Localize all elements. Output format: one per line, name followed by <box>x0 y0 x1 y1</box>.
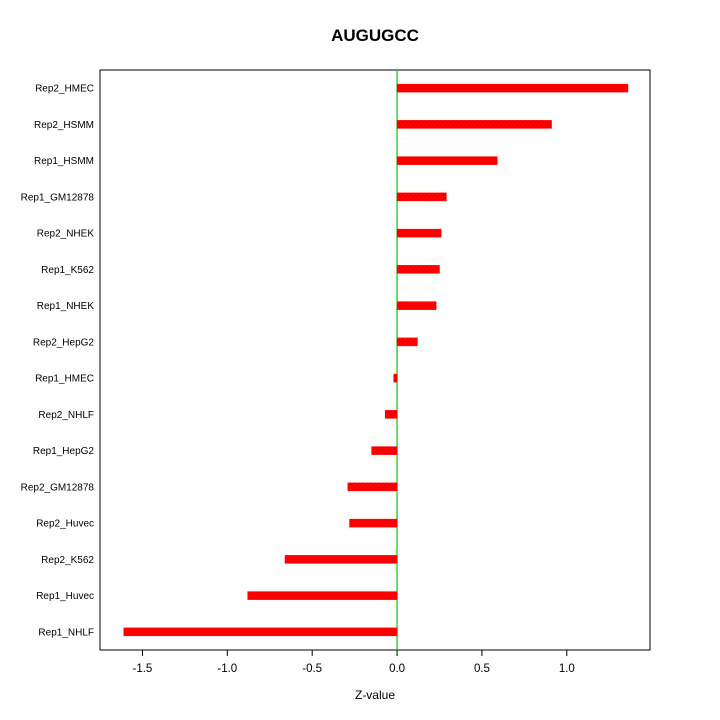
y-category-label: Rep2_NHEK <box>37 229 95 240</box>
x-tick-label: 0.5 <box>474 663 490 675</box>
bar <box>123 627 398 637</box>
x-tick-label: -1.5 <box>133 663 153 675</box>
y-category-label: Rep1_HSMM <box>34 156 94 167</box>
y-category-label: Rep2_NHLF <box>38 410 94 421</box>
bar <box>349 518 398 528</box>
bar <box>384 410 398 419</box>
y-category-label: Rep1_Huvec <box>36 591 94 602</box>
y-category-label: Rep2_HMEC <box>35 84 94 95</box>
bar <box>396 337 418 347</box>
y-category-label: Rep2_GM12878 <box>21 482 95 493</box>
y-category-label: Rep1_K562 <box>41 265 94 276</box>
bar <box>247 591 398 600</box>
bar <box>284 555 398 564</box>
x-tick-label: -1.0 <box>217 663 237 675</box>
bar <box>396 192 447 202</box>
y-category-label: Rep1_NHEK <box>37 301 95 312</box>
y-category-label: Rep2_HepG2 <box>33 337 95 348</box>
y-category-label: Rep2_HSMM <box>34 120 94 131</box>
plot-box <box>99 69 651 651</box>
bar <box>396 156 498 165</box>
bar <box>393 373 398 383</box>
bar <box>396 228 442 238</box>
x-tick-label: 1.0 <box>559 663 575 675</box>
y-category-label: Rep2_Huvec <box>36 519 94 530</box>
bar <box>396 83 629 93</box>
x-axis-label: Z-value <box>354 688 395 702</box>
bar <box>396 120 552 129</box>
bar <box>396 265 440 274</box>
x-tick-label: -0.5 <box>302 663 322 675</box>
bar <box>371 446 398 455</box>
y-category-label: Rep2_K562 <box>41 555 94 566</box>
y-category-label: Rep1_NHLF <box>38 627 94 638</box>
bar <box>396 301 437 310</box>
chart-title: AUGUGCC <box>331 26 419 45</box>
y-category-label: Rep1_GM12878 <box>21 192 95 203</box>
y-category-label: Rep1_HepG2 <box>33 446 95 457</box>
bar <box>347 482 398 492</box>
x-tick-label: 0.0 <box>389 663 405 675</box>
y-category-label: Rep1_HMEC <box>35 374 94 385</box>
